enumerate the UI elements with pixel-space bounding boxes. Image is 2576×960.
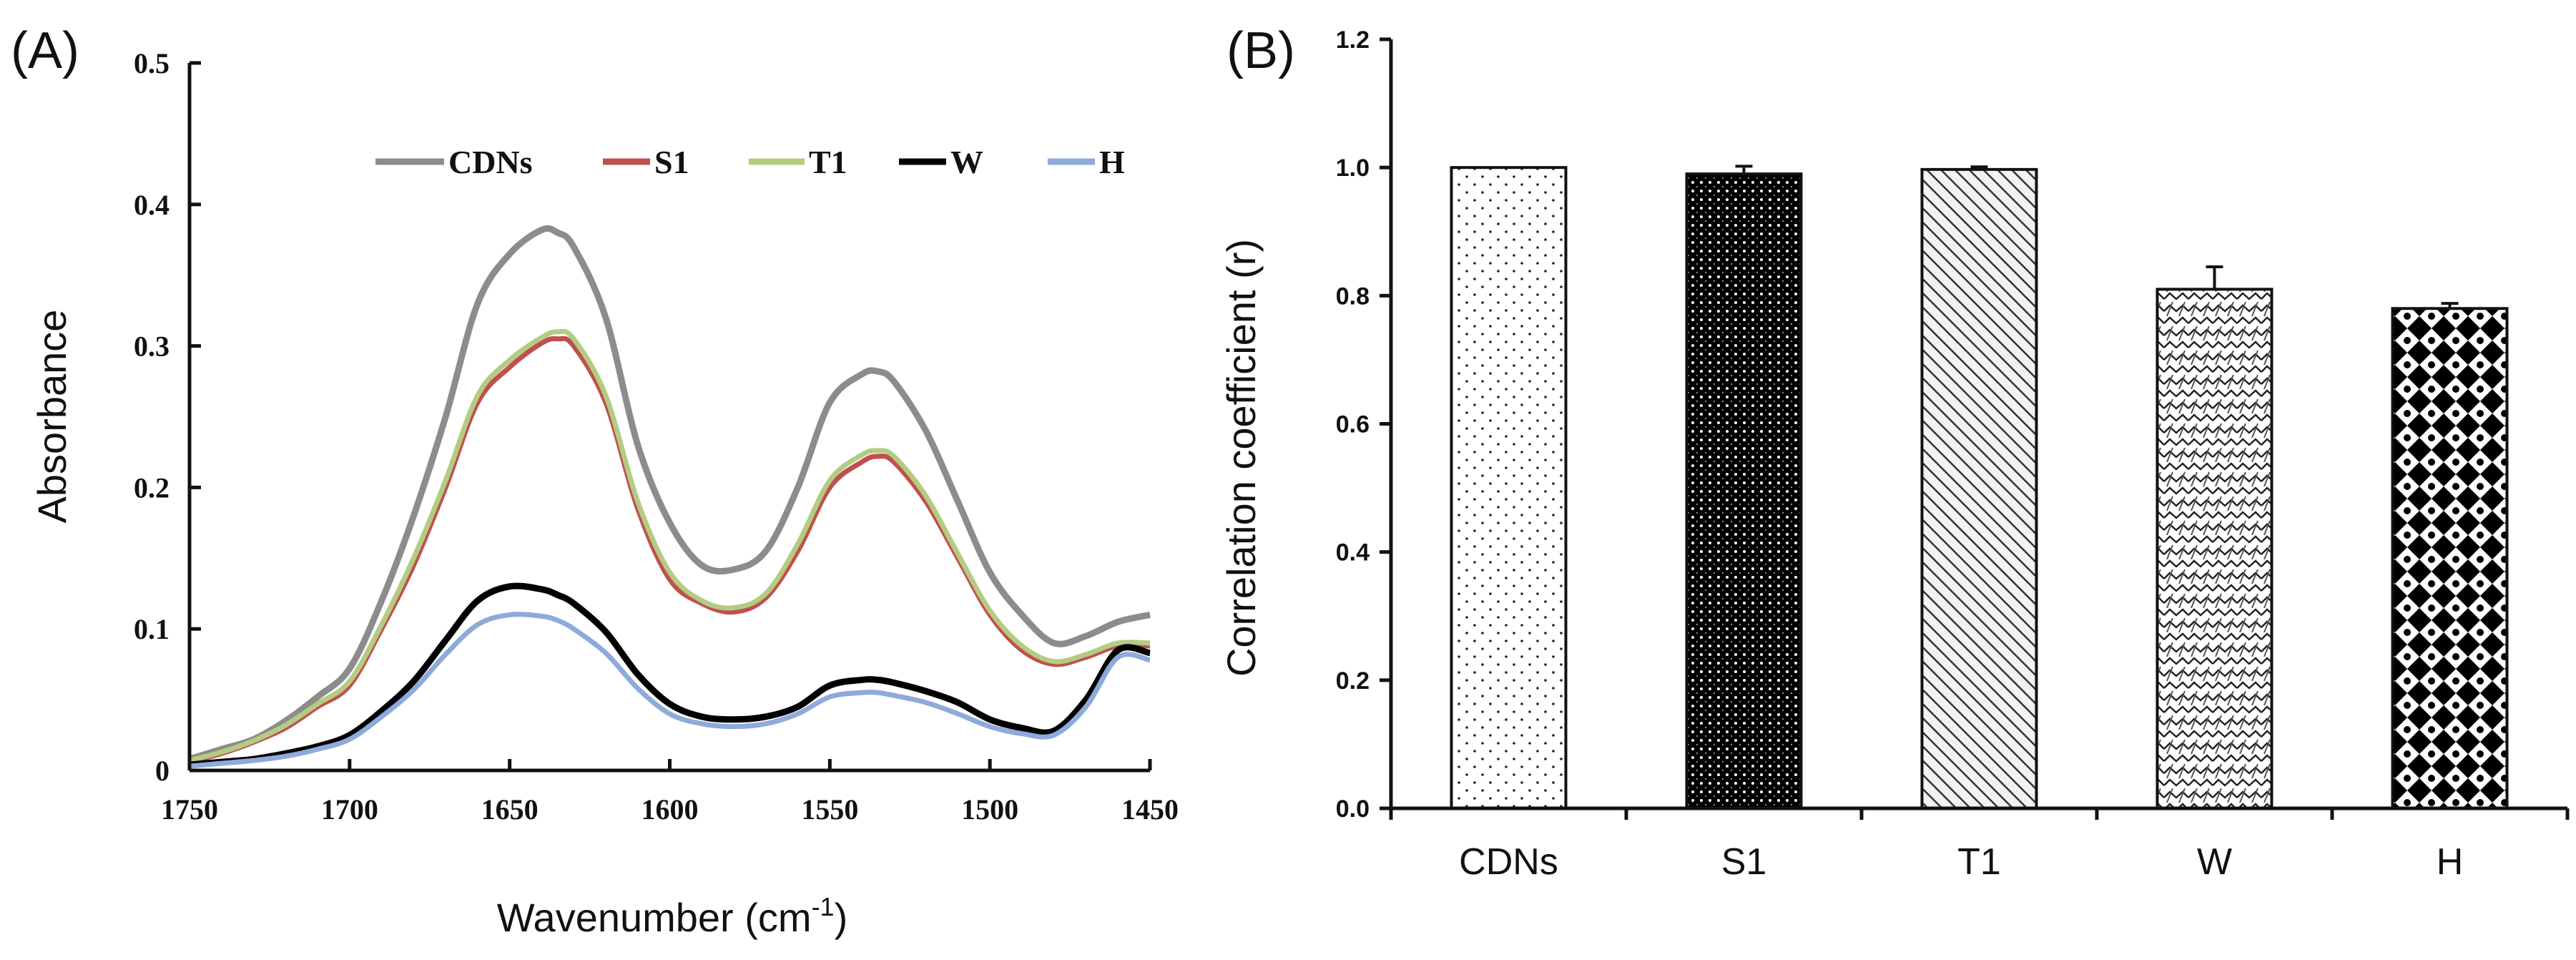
- bar-t1: [1920, 167, 2038, 810]
- series-line-w: [189, 582, 1151, 768]
- b-y-tick-label: 0.6: [1336, 411, 1370, 439]
- bar-h: [2391, 307, 2509, 810]
- bar-s1: [1685, 172, 1803, 810]
- a-y-tick-label: 0.3: [134, 330, 169, 363]
- x-title-main: Wavenumber (cm: [497, 895, 812, 940]
- a-x-tick-label: 1700: [321, 793, 378, 826]
- a-y-tick-label: 0.5: [134, 47, 169, 79]
- category-label-w: W: [2197, 841, 2232, 883]
- legend-label-t1: T1: [809, 144, 847, 180]
- a-x-tick-label: 1500: [961, 793, 1018, 826]
- bar-w: [2155, 288, 2273, 810]
- panel-a-series: [188, 225, 1151, 769]
- b-y-tick-label: 0.4: [1336, 539, 1370, 567]
- category-label-h: H: [2437, 841, 2464, 883]
- category-label-cdns: CDNs: [1459, 841, 1558, 883]
- a-y-tick-label: 0: [155, 755, 169, 787]
- a-x-tick-label: 1450: [1121, 793, 1179, 826]
- b-y-tick-label: 1.0: [1336, 155, 1370, 182]
- series-line-s1: [189, 335, 1151, 765]
- panel-a-y-ticks: 0 0.1 0.2 0.3 0.4 0.5: [134, 47, 201, 787]
- legend-label-s1: S1: [654, 144, 689, 180]
- category-label-s1: S1: [1721, 841, 1767, 883]
- panel-a-x-ticks: 1750 1700 1650 1600 1550 1500 1450: [161, 759, 1179, 826]
- category-label-t1: T1: [1957, 841, 2001, 883]
- panel-b-y-ticks: 0.0 0.2 0.4 0.6 0.8 1.0 1.2: [1336, 26, 1391, 823]
- panel-a-label: (A): [11, 22, 79, 79]
- x-title-close: ): [835, 895, 848, 940]
- b-y-tick-label: 1.2: [1336, 26, 1370, 54]
- a-x-tick-label: 1750: [161, 793, 218, 826]
- bar-cdns: [1450, 166, 1568, 810]
- a-y-tick-label: 0.4: [134, 189, 169, 221]
- a-x-tick-label: 1650: [481, 793, 539, 826]
- b-y-tick-label: 0.8: [1336, 283, 1370, 310]
- panel-b-y-axis-title: Correlation coefficient (r): [1219, 239, 1264, 677]
- panel-b: (B) 0.0 0.2 0.4 0.6 0.8 1.0 1.2 CDNs S1 T1 W H Cor…: [1219, 22, 2570, 883]
- series-line-h: [189, 612, 1151, 769]
- b-y-tick-label: 0.2: [1336, 667, 1370, 695]
- a-y-tick-label: 0.1: [134, 613, 169, 645]
- legend-label-w: W: [950, 144, 983, 180]
- legend-label-h: H: [1099, 144, 1125, 180]
- panel-a-x-axis-title: Wavenumber (cm-1): [497, 892, 847, 940]
- panel-b-x-ticks: CDNs S1 T1 W H: [1389, 808, 2570, 883]
- panel-a: (A) 0 0.1 0.2 0.3 0.4 0.5 1750 1700 1650 1600 155…: [11, 22, 1179, 940]
- a-x-tick-label: 1600: [641, 793, 699, 826]
- legend-label-cdns: CDNs: [448, 144, 533, 180]
- panel-b-bars: [1450, 165, 2509, 810]
- x-title-superscript: -1: [812, 892, 835, 921]
- b-y-tick-label: 0.0: [1336, 795, 1370, 823]
- panel-a-y-axis-title: Absorbance: [29, 310, 74, 524]
- series-line-t1: [189, 328, 1151, 763]
- series-line-cdns: [188, 225, 1151, 763]
- panel-a-legend: CDNs S1 T1 W H: [375, 144, 1125, 180]
- a-x-tick-label: 1550: [801, 793, 858, 826]
- panel-b-label: (B): [1226, 22, 1295, 79]
- a-y-tick-label: 0.2: [134, 471, 169, 504]
